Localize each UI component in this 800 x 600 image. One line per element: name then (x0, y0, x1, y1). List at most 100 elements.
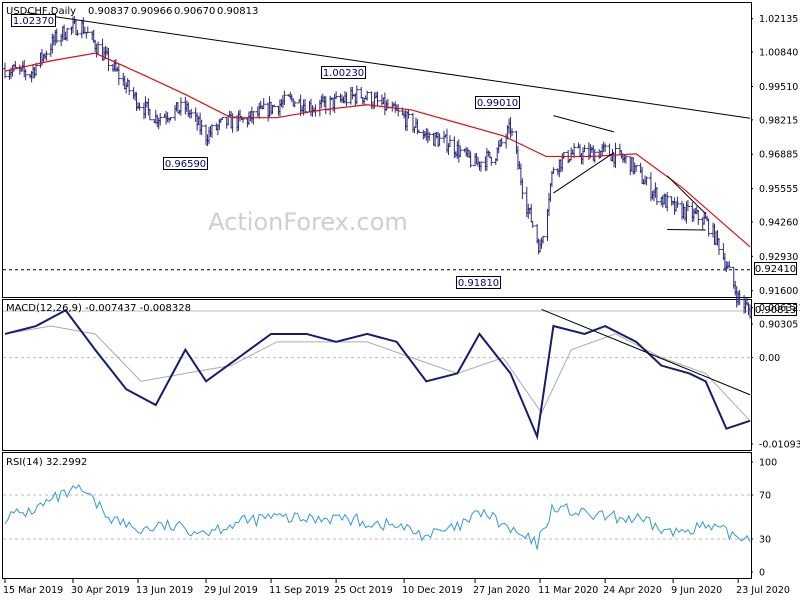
ohlc-bar (354, 85, 359, 105)
rsi-tick-label: 100 (759, 458, 777, 469)
trend-line (553, 115, 615, 133)
ohlc-bar (34, 62, 39, 76)
ohlc-bar (178, 97, 183, 116)
x-tick-label: 24 Apr 2020 (603, 585, 662, 596)
price-tick-label: 0.91600 (759, 286, 798, 297)
x-tick-label: 11 Sep 2019 (269, 585, 329, 596)
annotation-high-1-02370: 1.02370 (11, 14, 56, 27)
level-tag-text: 0.92410 (755, 264, 796, 275)
ohlc-bar (230, 113, 235, 133)
ohlc-bar (303, 98, 308, 114)
ohlc-bar (634, 165, 639, 172)
price-tick-label: 0.92930 (759, 252, 798, 263)
ohlc-bar (623, 154, 628, 164)
ohlc-bar (116, 63, 121, 86)
price-tick-label: 0.99510 (759, 82, 798, 93)
ohlc-bar (272, 104, 277, 108)
ohlc-bar (675, 196, 680, 208)
ohlc-bar (396, 104, 401, 117)
ohlc-bar (437, 133, 442, 146)
ohlc-bar (3, 62, 7, 79)
current-price-tag: 0.90813 (754, 303, 797, 316)
rsi-tick-label: 0 (759, 568, 765, 579)
price-tick-label: 0.96885 (759, 150, 798, 161)
ohlc-bar (209, 123, 214, 138)
annotation-low-0-91810: 0.91810 (456, 276, 501, 289)
price-tick-label: 0.95555 (759, 184, 798, 195)
ohlc-bar (541, 235, 546, 244)
price-tick-label: 0.90305 (759, 320, 798, 331)
ohlc-bar (572, 143, 577, 159)
x-tick-label: 15 Mar 2019 (3, 585, 63, 596)
rsi-tick-label: 70 (759, 491, 771, 502)
ohlc-bar (282, 90, 287, 106)
ohlc-bar (654, 186, 659, 206)
ohlc-bar (706, 218, 711, 237)
rsi-layer (3, 484, 751, 550)
ohlc-bar (147, 108, 152, 121)
ohlc-bar (748, 304, 752, 319)
ohlc-bar (582, 144, 587, 153)
ohlc-bar (561, 151, 566, 160)
ohlc-bar (665, 192, 670, 212)
ohlc-bar (127, 79, 132, 96)
rsi-title: RSI(14) 32.2992 (6, 457, 87, 468)
price-layer (3, 12, 752, 319)
moving-average-line (4, 52, 751, 248)
ohlc-bars (3, 16, 752, 319)
trend-line (666, 175, 707, 215)
annotation-text: 1.00230 (323, 68, 364, 79)
x-tick-label: 11 Mar 2020 (538, 585, 598, 596)
ohlc-bar (137, 102, 142, 111)
ohlc-bar (23, 69, 28, 81)
current-price-text: 0.90813 (755, 305, 796, 316)
ohlc-bar (240, 117, 245, 124)
watermark: ActionForex.com (208, 208, 408, 236)
ohlc-bar (716, 237, 721, 255)
ohlc-bar (334, 91, 339, 100)
ohlc-bar (220, 116, 225, 121)
price-panel-frame (2, 2, 752, 298)
price-tick-label: 0.94260 (759, 218, 798, 229)
rsi-line (4, 484, 751, 550)
macd-tick-label: 0.006321 (759, 303, 800, 314)
x-tick-label: 25 Oct 2019 (334, 585, 393, 596)
macd-tick-label: 0.00 (759, 353, 780, 364)
ohlc-bar (696, 209, 701, 225)
level-tag-0-92410: 0.92410 (754, 262, 797, 275)
ohlc-bar (603, 143, 608, 152)
ohlc-low: 0.90670 (174, 6, 215, 17)
macd-tick-label: -0.010939 (759, 439, 800, 450)
ohlc-bar (199, 119, 204, 136)
ohlc-bar (54, 28, 59, 44)
x-tick-label: 23 Jul 2020 (736, 585, 790, 596)
ohlc-bar (551, 167, 556, 175)
x-tick-label: 13 Jun 2019 (136, 585, 193, 596)
rsi-tick-label: 30 (759, 535, 771, 546)
ohlc-bar (406, 109, 411, 119)
ohlc-bar (158, 113, 163, 126)
ohlc-bar (520, 178, 525, 200)
ohlc-bar (530, 221, 535, 228)
macd-title: MACD(12,26,9) -0.007437 -0.008328 (6, 303, 191, 314)
x-tick-label: 10 Dec 2019 (402, 585, 463, 596)
ohlc-bar (510, 128, 515, 137)
macd-line (4, 308, 751, 441)
ohlc-close: 0.90813 (217, 6, 258, 17)
price-title: USDCHF,Daily (6, 6, 76, 17)
ohlc-bar (85, 26, 90, 34)
ohlc-open: 0.90837 (88, 6, 129, 17)
ohlc-bar (96, 41, 101, 54)
ohlc-bar (344, 92, 349, 107)
annotation-high-0-99010: 0.99010 (475, 96, 520, 109)
ohlc-bar (499, 137, 504, 147)
annotation-high-1-00230: 1.00230 (321, 66, 366, 79)
price-tick-label: 0.98215 (759, 115, 798, 126)
macd-trend-line (541, 309, 751, 396)
ohlc-bar (261, 98, 266, 110)
annotation-text: 0.99010 (477, 98, 518, 109)
ohlc-bar (168, 117, 173, 121)
ohlc-bar (365, 90, 370, 101)
ohlc-bar (478, 161, 483, 172)
annotation-text: 0.96590 (165, 159, 206, 170)
